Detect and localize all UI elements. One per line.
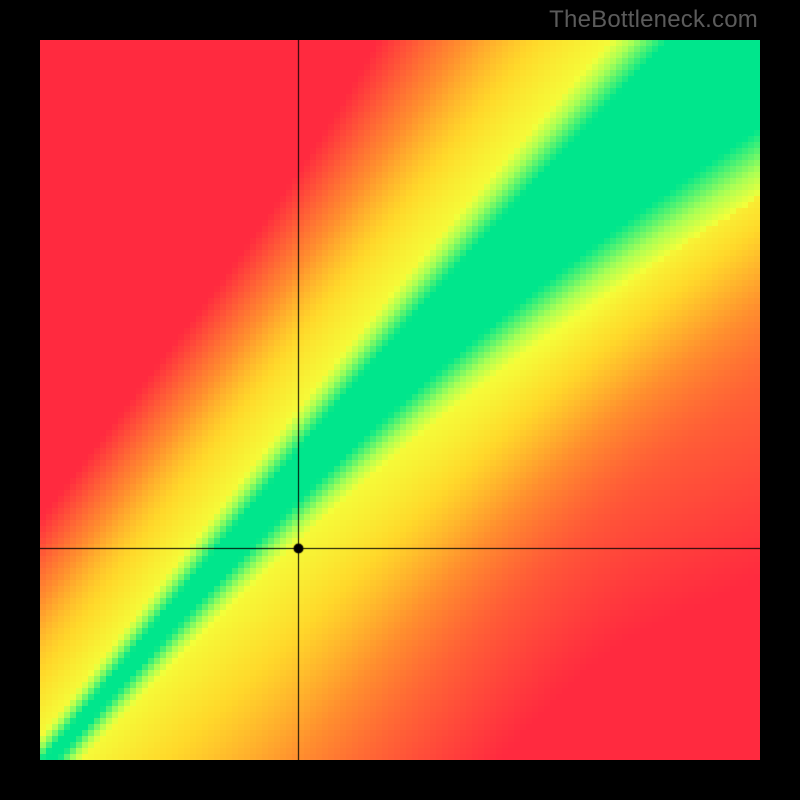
watermark-text: TheBottleneck.com [549,6,758,34]
chart-container: { "watermark": { "text": "TheBottleneck.… [0,0,800,800]
bottleneck-heatmap [40,40,760,760]
